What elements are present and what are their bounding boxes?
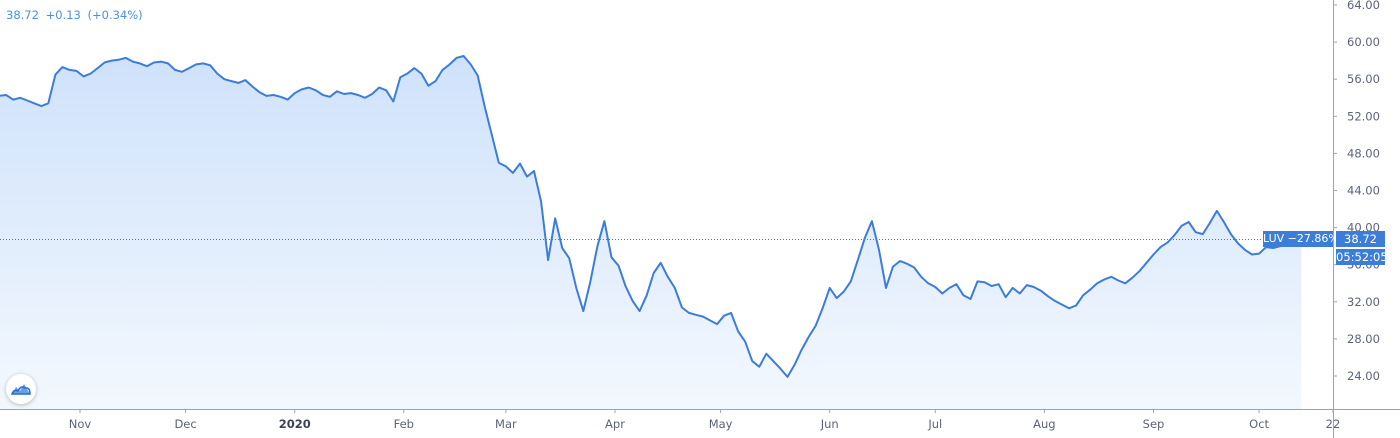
time-axis-label: May — [709, 417, 733, 431]
time-axis[interactable]: Nov Dec 2020 Feb Mar Apr May Jun Jul Aug Sep Oct 22 — [69, 409, 1341, 431]
change-percent-value: (+0.34%) — [87, 8, 143, 22]
time-axis-label: 2020 — [279, 417, 311, 431]
price-axis[interactable]: 24.0028.0032.0036.0040.0044.0048.0052.00… — [1333, 0, 1380, 383]
time-axis-label: Apr — [605, 417, 625, 431]
price-axis-label: 24.00 — [1347, 369, 1380, 383]
legend-values: 38.72 +0.13 (+0.34%) — [6, 8, 146, 22]
last-price-tag: 38.72 — [1336, 231, 1385, 247]
plot-area[interactable] — [0, 55, 1333, 409]
price-line-series[interactable] — [0, 55, 1302, 378]
price-axis-label: 32.00 — [1347, 295, 1380, 309]
time-axis-label: Feb — [394, 417, 414, 431]
tradingview-cloud-icon[interactable] — [6, 374, 36, 404]
time-axis-label: Jul — [927, 417, 942, 431]
price-axis-label: 56.00 — [1347, 72, 1380, 86]
price-axis-label: 48.00 — [1347, 146, 1380, 160]
price-axis-label: 52.00 — [1347, 109, 1380, 123]
time-axis-label: 22 — [1326, 417, 1341, 431]
time-axis-label: Jun — [820, 417, 839, 431]
change-value: +0.13 — [45, 8, 81, 22]
time-axis-label: Nov — [69, 417, 92, 431]
time-axis-label: Oct — [1249, 417, 1269, 431]
price-axis-label: 64.00 — [1347, 0, 1380, 12]
price-axis-label: 28.00 — [1347, 332, 1380, 346]
time-axis-label: Mar — [495, 417, 517, 431]
price-area-fill — [0, 56, 1302, 409]
time-axis-label: Dec — [174, 417, 196, 431]
time-axis-label: Aug — [1033, 417, 1055, 431]
time-axis-label: Sep — [1143, 417, 1165, 431]
tradingview-logo-graphic — [10, 384, 31, 395]
symbol-change-tag: LUV −27.86% — [1263, 231, 1339, 247]
price-axis-label: 44.00 — [1347, 184, 1380, 198]
price-axis-label: 60.00 — [1347, 35, 1380, 49]
last-price-value: 38.72 — [6, 8, 39, 22]
bar-countdown-tag: 05:52:05 — [1336, 249, 1388, 265]
